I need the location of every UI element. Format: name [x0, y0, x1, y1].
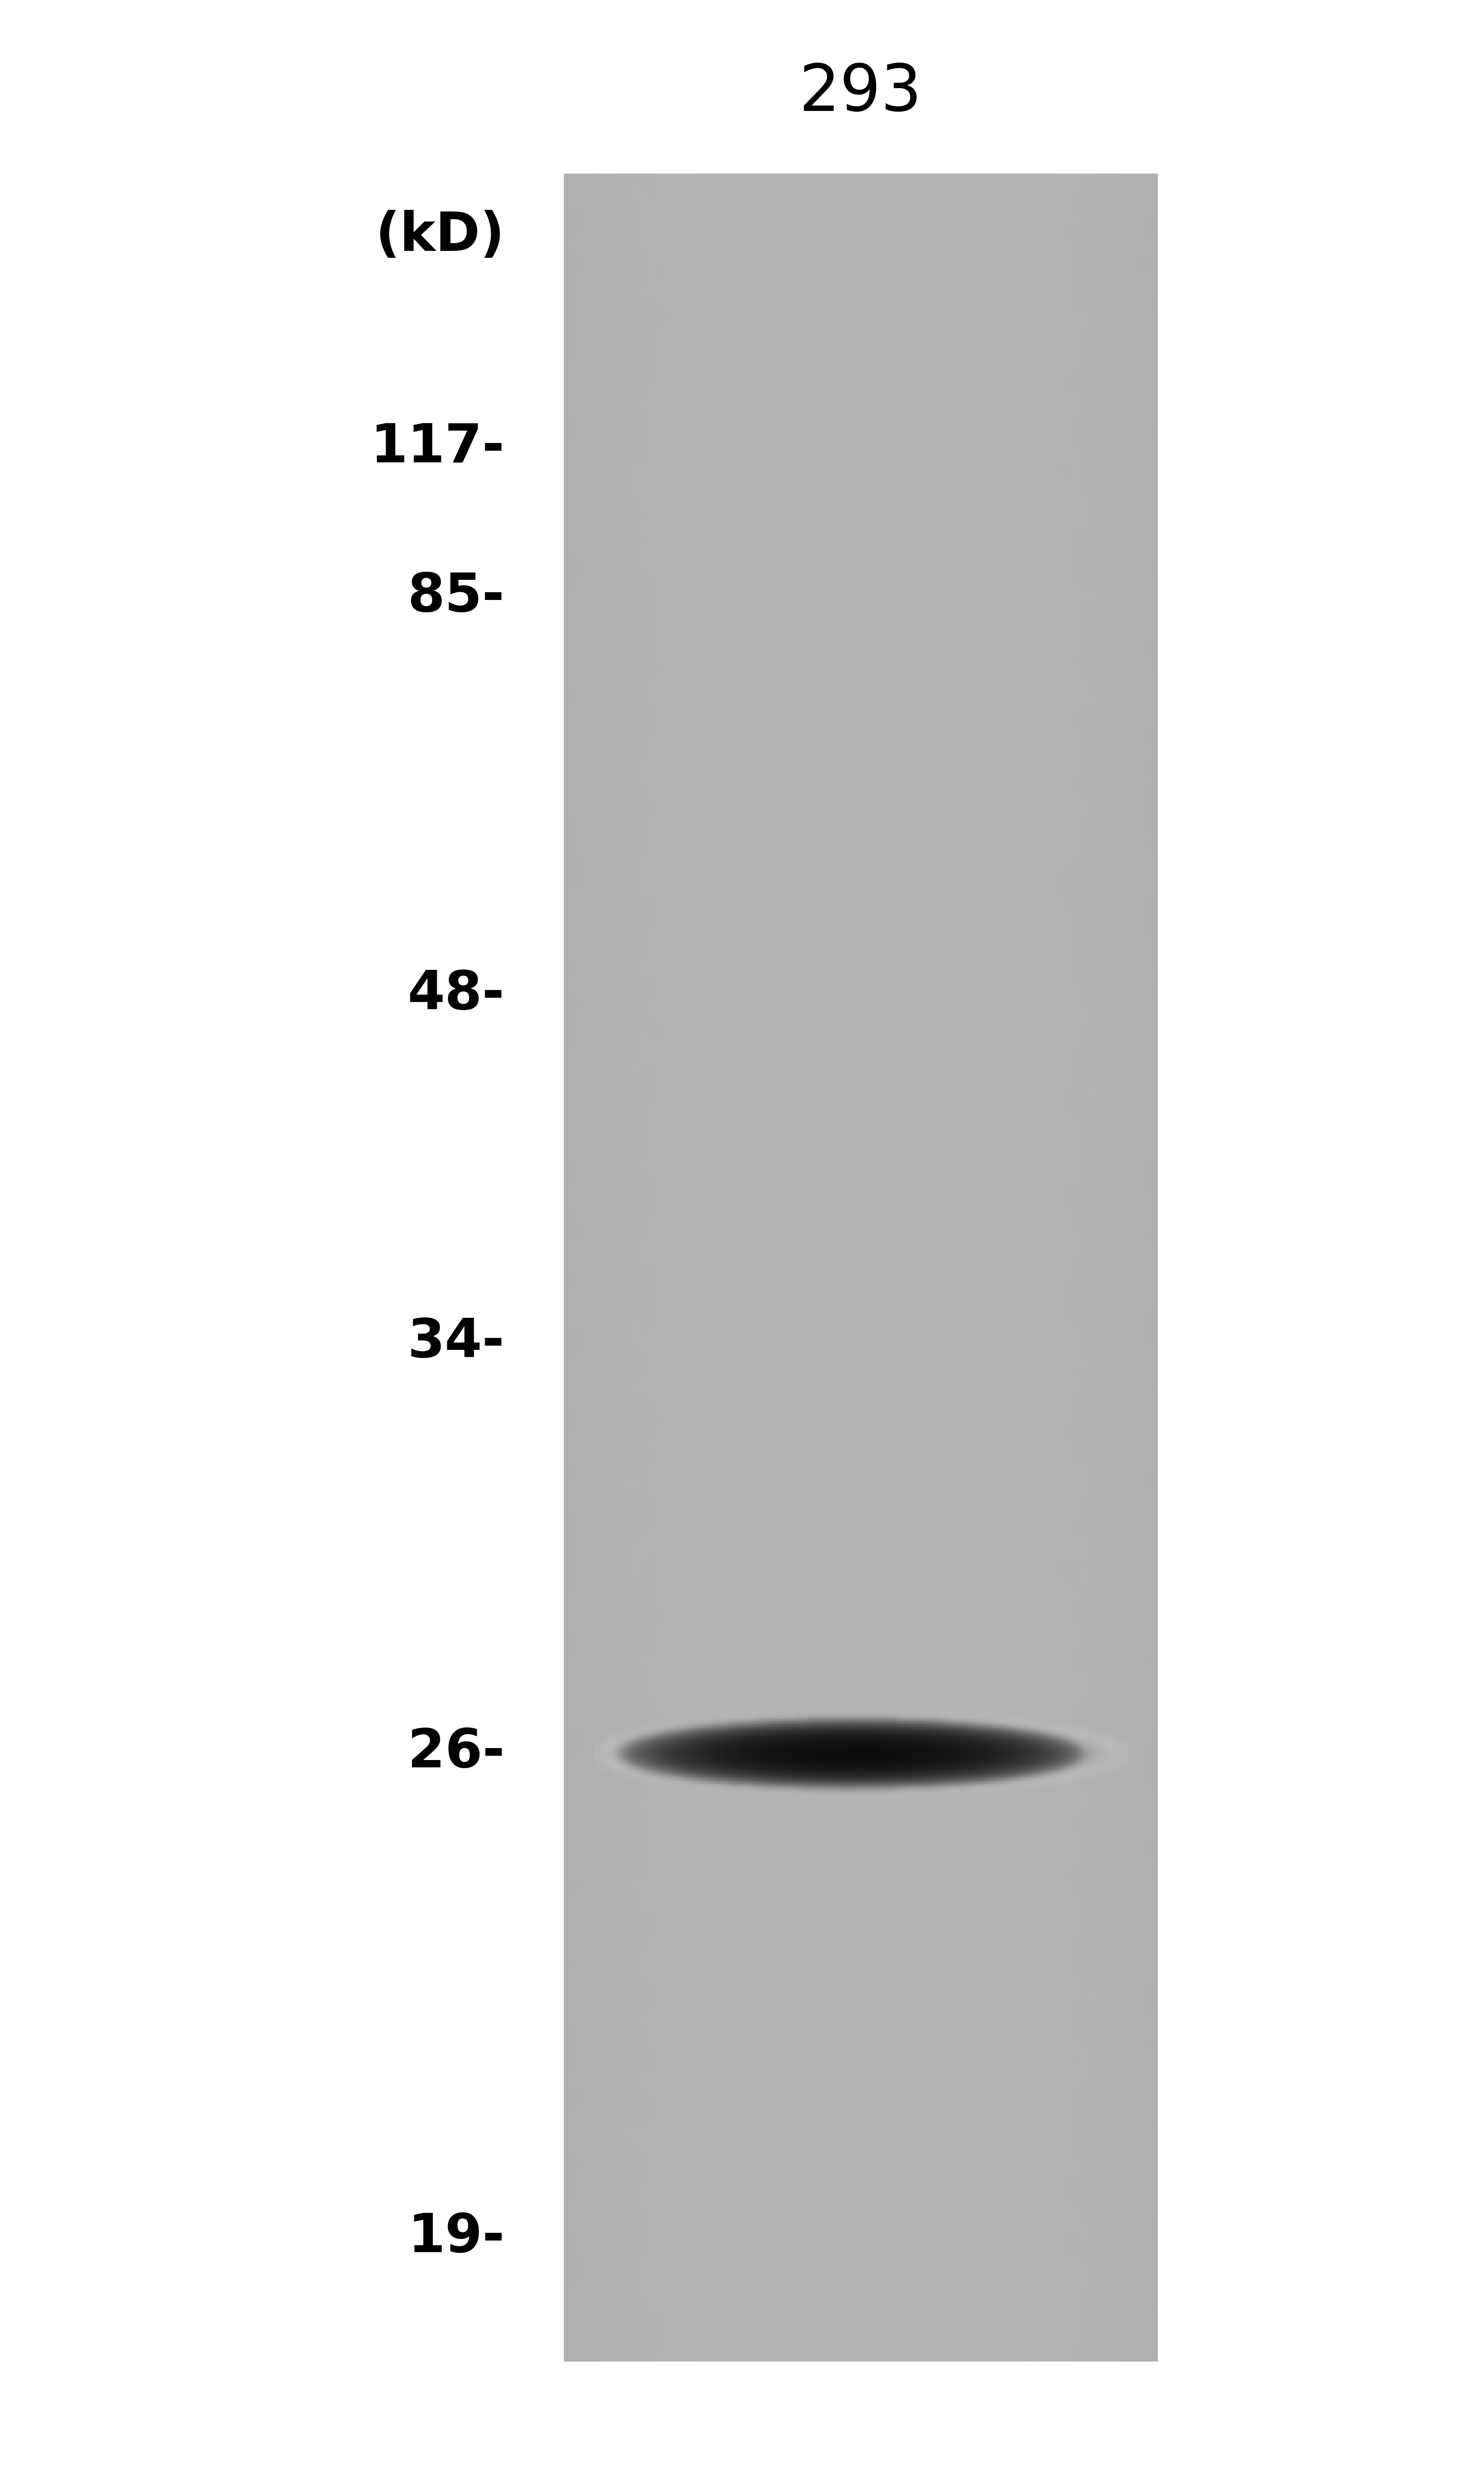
Text: 117-: 117- — [371, 423, 505, 472]
Text: 293: 293 — [800, 62, 922, 124]
Text: 26-: 26- — [408, 1728, 505, 1777]
Text: (kD): (kD) — [375, 211, 505, 261]
Text: 85-: 85- — [408, 572, 505, 622]
Text: 48-: 48- — [408, 970, 505, 1019]
Text: 19-: 19- — [408, 2213, 505, 2262]
Text: 34-: 34- — [408, 1318, 505, 1367]
